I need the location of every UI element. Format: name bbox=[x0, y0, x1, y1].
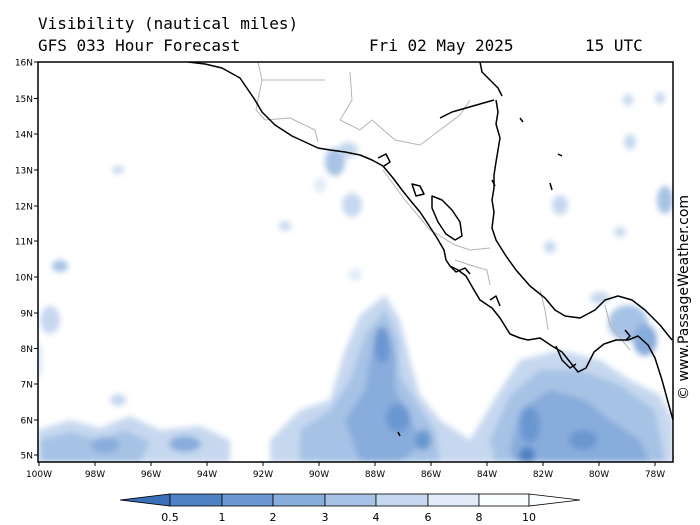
lon-label: 82W bbox=[533, 470, 553, 480]
legend-label: 6 bbox=[425, 511, 432, 524]
legend-label: 0.5 bbox=[161, 511, 179, 524]
legend-swatch bbox=[324, 493, 377, 507]
lon-label: 92W bbox=[253, 470, 273, 480]
lon-label: 86W bbox=[421, 470, 441, 480]
lon-label: 96W bbox=[141, 470, 161, 480]
lat-label: 6N bbox=[21, 417, 33, 427]
legend-swatch bbox=[528, 493, 581, 507]
lon-label: 100W bbox=[26, 470, 52, 480]
legend-swatch bbox=[119, 493, 171, 507]
lat-label: 11N bbox=[15, 238, 33, 248]
lat-label: 5N bbox=[21, 452, 33, 462]
legend-label: 1 bbox=[219, 511, 226, 524]
coastline bbox=[187, 62, 673, 437]
legend-swatch bbox=[478, 493, 530, 507]
lon-label: 88W bbox=[365, 470, 385, 480]
legend-label: 3 bbox=[322, 511, 329, 524]
map-frame bbox=[37, 61, 674, 463]
legend-swatch bbox=[169, 493, 223, 507]
latitude-axis: 16N 15N 14N 13N 12N 11N 10N 9N 8N 7N 6N 5N bbox=[15, 59, 38, 462]
legend-label: 8 bbox=[476, 511, 483, 524]
lat-label: 10N bbox=[15, 274, 33, 284]
lat-label: 14N bbox=[15, 131, 33, 141]
longitude-axis: 100W 98W 96W 94W 92W 90W 88W 86W 84W 82W 80W 78W bbox=[26, 462, 665, 480]
forecast-date: Fri 02 May 2025 bbox=[369, 36, 514, 55]
lat-label: 16N bbox=[15, 59, 33, 69]
visibility-legend: 0.5 1 2 3 4 6 8 10 bbox=[119, 493, 581, 524]
visibility-shading bbox=[38, 92, 673, 462]
lon-label: 90W bbox=[309, 470, 329, 480]
legend-label: 2 bbox=[270, 511, 277, 524]
lon-label: 84W bbox=[477, 470, 497, 480]
legend-label: 10 bbox=[522, 511, 536, 524]
lat-label: 13N bbox=[15, 167, 33, 177]
lat-label: 8N bbox=[21, 345, 33, 355]
lat-label: 7N bbox=[21, 381, 33, 391]
legend-swatch bbox=[272, 493, 326, 507]
forecast-label: GFS 033 Hour Forecast bbox=[38, 36, 241, 55]
lon-label: 94W bbox=[197, 470, 217, 480]
legend-swatch bbox=[427, 493, 480, 507]
legend-swatch bbox=[375, 493, 429, 507]
map-title: Visibility (nautical miles) bbox=[38, 14, 299, 33]
lat-label: 15N bbox=[15, 95, 33, 105]
lon-label: 80W bbox=[589, 470, 609, 480]
country-borders bbox=[255, 62, 631, 351]
credit-text: © www.PassageWeather.com bbox=[676, 194, 692, 400]
lon-label: 78W bbox=[645, 470, 665, 480]
legend-label: 4 bbox=[373, 511, 380, 524]
lat-label: 12N bbox=[15, 203, 33, 213]
lat-label: 9N bbox=[21, 310, 33, 320]
forecast-time: 15 UTC bbox=[585, 36, 643, 55]
credit-box: © www.PassageWeather.com bbox=[676, 195, 696, 420]
legend-swatch bbox=[221, 493, 274, 507]
lon-label: 98W bbox=[85, 470, 105, 480]
